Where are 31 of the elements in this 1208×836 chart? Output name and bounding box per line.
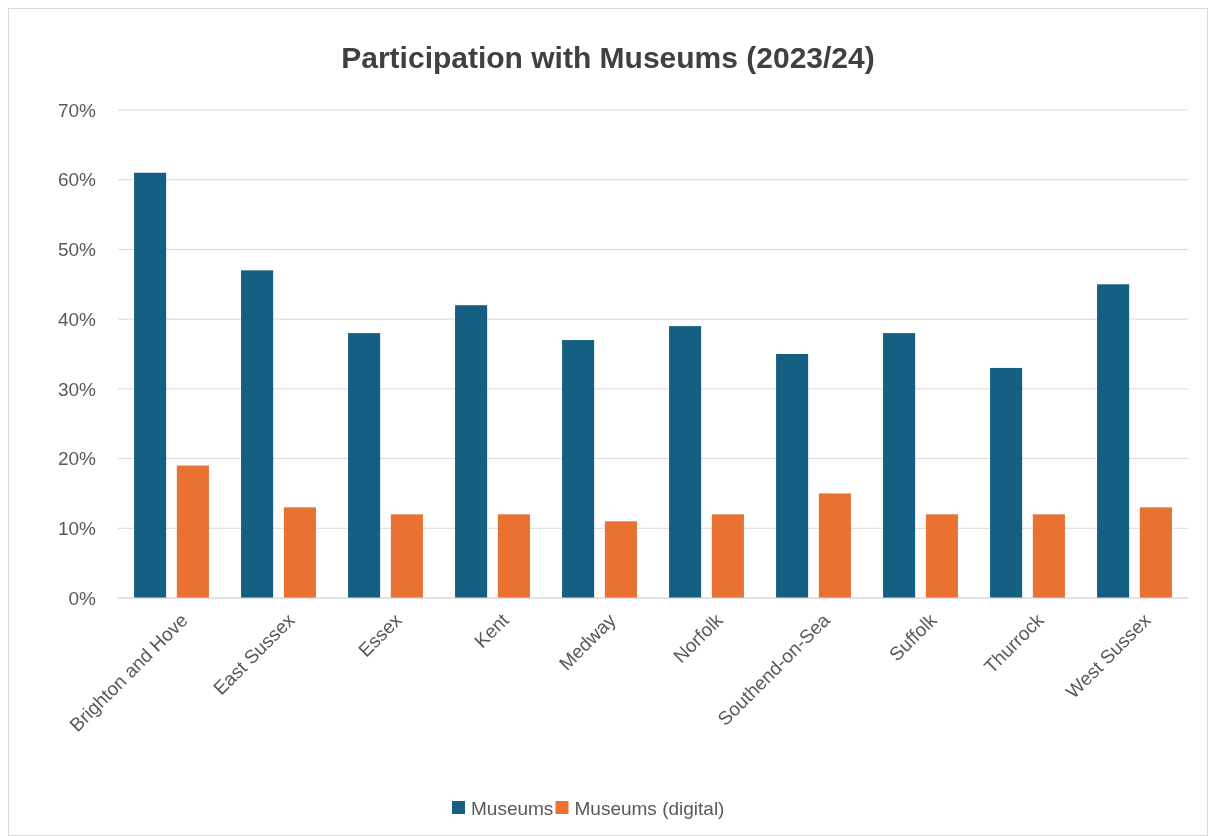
bar — [1139, 507, 1172, 598]
bar — [776, 354, 809, 598]
chart-title: Participation with Museums (2023/24) — [341, 41, 875, 74]
legend-label: Museums — [471, 797, 554, 819]
bar — [711, 514, 744, 598]
bar — [283, 507, 316, 598]
bar — [669, 326, 702, 598]
bar — [818, 493, 851, 598]
y-tick-label: 30% — [57, 378, 97, 400]
legend-label: Museums (digital) — [574, 797, 725, 819]
y-tick-label: 60% — [57, 169, 97, 191]
bar — [390, 514, 423, 598]
bar — [134, 172, 167, 598]
bar — [348, 333, 381, 598]
bar — [604, 521, 637, 598]
bar — [1032, 514, 1065, 598]
bar — [1097, 284, 1130, 598]
y-tick-label: 70% — [57, 99, 97, 121]
bar — [455, 305, 488, 598]
bar — [883, 333, 916, 598]
y-tick-label: 10% — [57, 517, 97, 539]
bar — [176, 465, 209, 598]
y-tick-label: 0% — [68, 587, 97, 609]
y-tick-label: 40% — [57, 308, 97, 330]
y-tick-label: 20% — [57, 448, 97, 470]
bar — [241, 270, 274, 598]
bar — [990, 367, 1023, 598]
y-tick-label: 50% — [57, 239, 97, 261]
bar — [925, 514, 958, 598]
bar — [497, 514, 530, 598]
bar — [562, 340, 595, 598]
